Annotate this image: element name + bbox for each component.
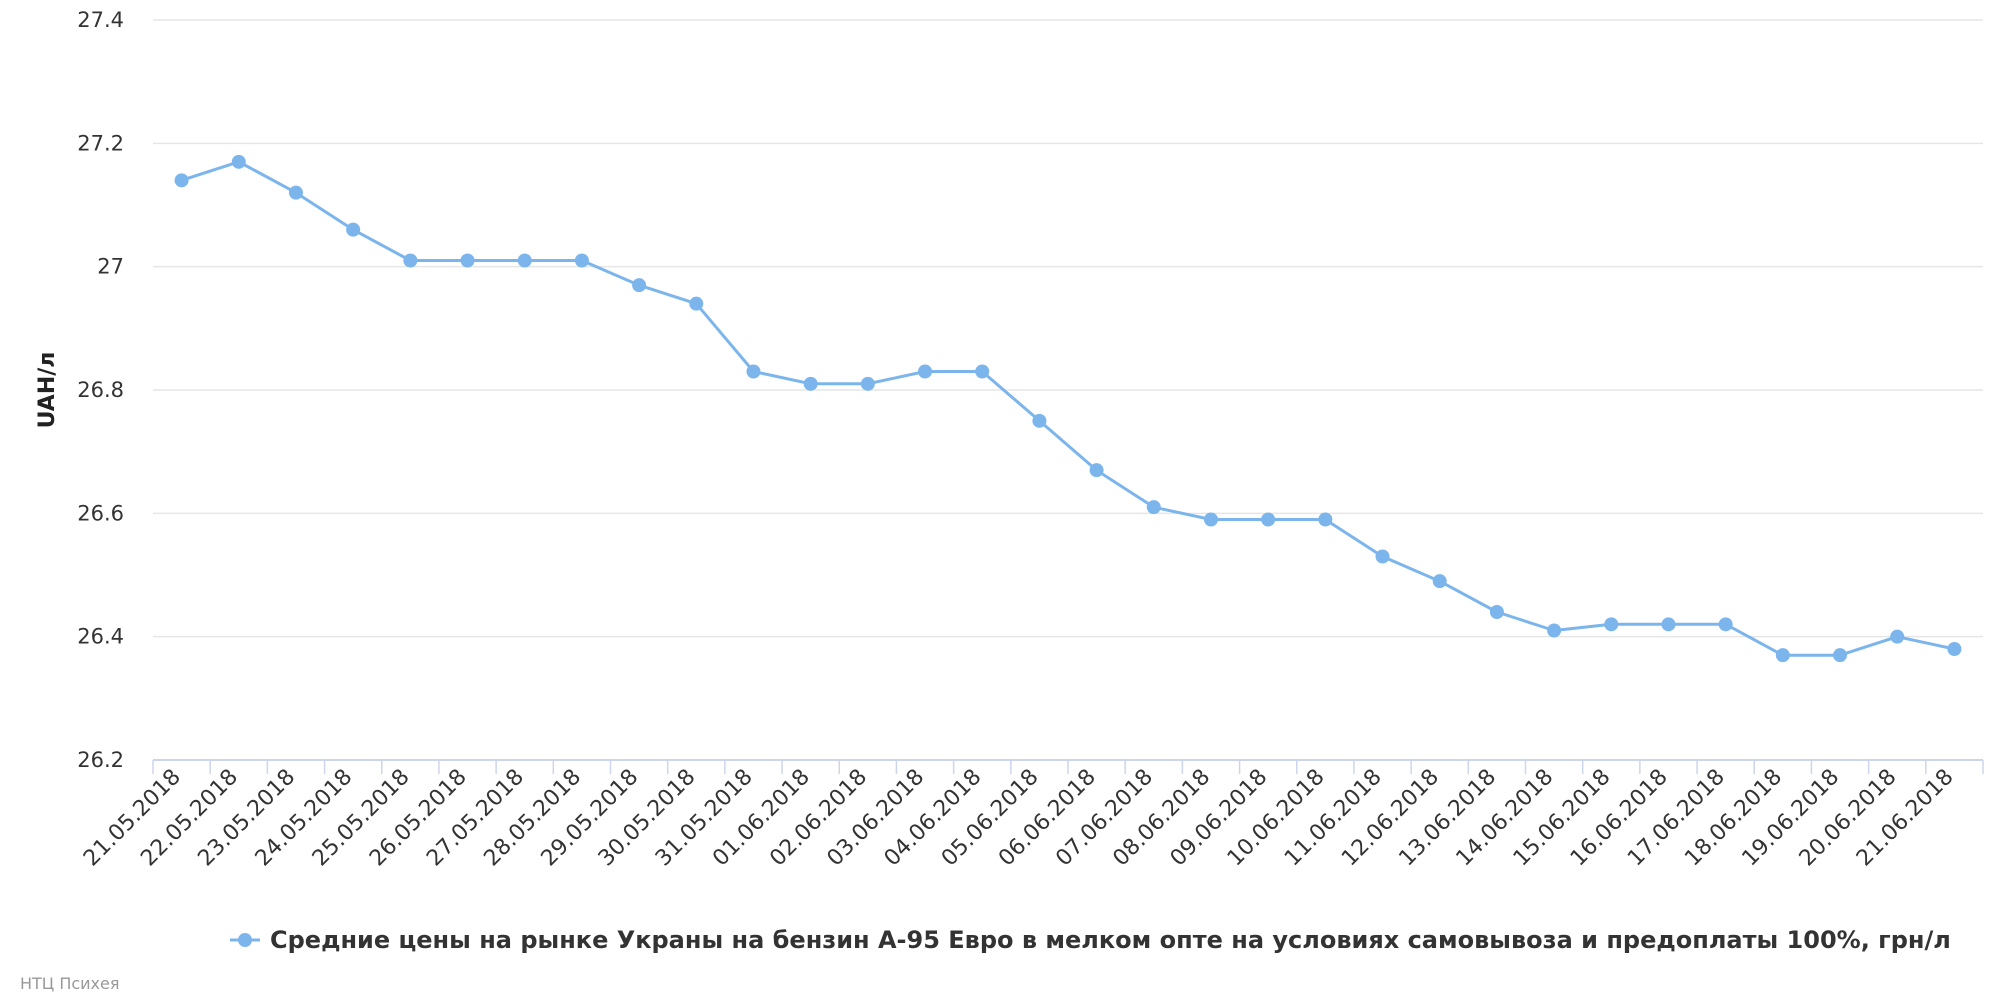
data-point[interactable] bbox=[1718, 617, 1733, 632]
data-point[interactable] bbox=[1661, 617, 1676, 632]
data-point[interactable] bbox=[975, 364, 990, 379]
data-point[interactable] bbox=[346, 222, 361, 237]
y-tick-label: 26.2 bbox=[77, 748, 124, 772]
data-point[interactable] bbox=[1604, 617, 1619, 632]
data-point[interactable] bbox=[460, 253, 475, 268]
data-point[interactable] bbox=[1146, 500, 1161, 515]
legend[interactable]: Средние цены на рынке Украны на бензин А… bbox=[230, 926, 1951, 954]
data-point[interactable] bbox=[1947, 642, 1962, 656]
legend-marker-icon bbox=[238, 933, 252, 947]
series-line-path bbox=[180, 160, 1956, 657]
y-tick-label: 26.6 bbox=[77, 501, 124, 525]
y-tick-label: 27.4 bbox=[77, 8, 124, 32]
data-point[interactable] bbox=[1890, 629, 1905, 644]
data-point[interactable] bbox=[1775, 648, 1790, 663]
data-point[interactable] bbox=[632, 278, 647, 293]
data-point[interactable] bbox=[574, 253, 589, 268]
grid-lines bbox=[153, 19, 1983, 638]
data-point[interactable] bbox=[1261, 512, 1276, 527]
data-point[interactable] bbox=[689, 296, 704, 311]
data-point[interactable] bbox=[288, 185, 303, 200]
data-point[interactable] bbox=[803, 376, 818, 391]
data-point[interactable] bbox=[231, 154, 246, 169]
data-point[interactable] bbox=[918, 364, 933, 379]
data-point[interactable] bbox=[174, 173, 189, 188]
x-axis: 21.05.201822.05.201823.05.201824.05.2018… bbox=[79, 759, 1984, 871]
data-point[interactable] bbox=[1089, 463, 1104, 478]
data-point[interactable] bbox=[1318, 512, 1333, 527]
data-point[interactable] bbox=[1375, 549, 1390, 564]
data-point[interactable] bbox=[403, 253, 418, 268]
legend-label[interactable]: Средние цены на рынке Украны на бензин А… bbox=[270, 926, 1951, 954]
y-tick-label: 27 bbox=[97, 255, 124, 279]
data-point[interactable] bbox=[1489, 605, 1504, 619]
y-axis-ticks: 26.2 26.4 26.6 26.8 27 27.2 27.4 bbox=[77, 8, 124, 772]
data-point[interactable] bbox=[517, 253, 532, 268]
y-axis-label: UAH/л bbox=[35, 352, 60, 429]
data-point[interactable] bbox=[1032, 413, 1047, 428]
data-point[interactable] bbox=[746, 364, 761, 379]
y-tick-label: 26.8 bbox=[77, 378, 124, 402]
y-tick-label: 27.2 bbox=[77, 131, 124, 155]
data-point[interactable] bbox=[1203, 512, 1218, 527]
data-point[interactable] bbox=[860, 376, 875, 391]
data-point[interactable] bbox=[1833, 648, 1848, 663]
series-points bbox=[174, 154, 1962, 663]
series-line bbox=[180, 160, 1956, 657]
y-tick-label: 26.4 bbox=[77, 625, 124, 649]
credits[interactable]: НТЦ Психея bbox=[20, 974, 119, 993]
data-point[interactable] bbox=[1432, 574, 1447, 589]
data-point[interactable] bbox=[1547, 623, 1562, 638]
